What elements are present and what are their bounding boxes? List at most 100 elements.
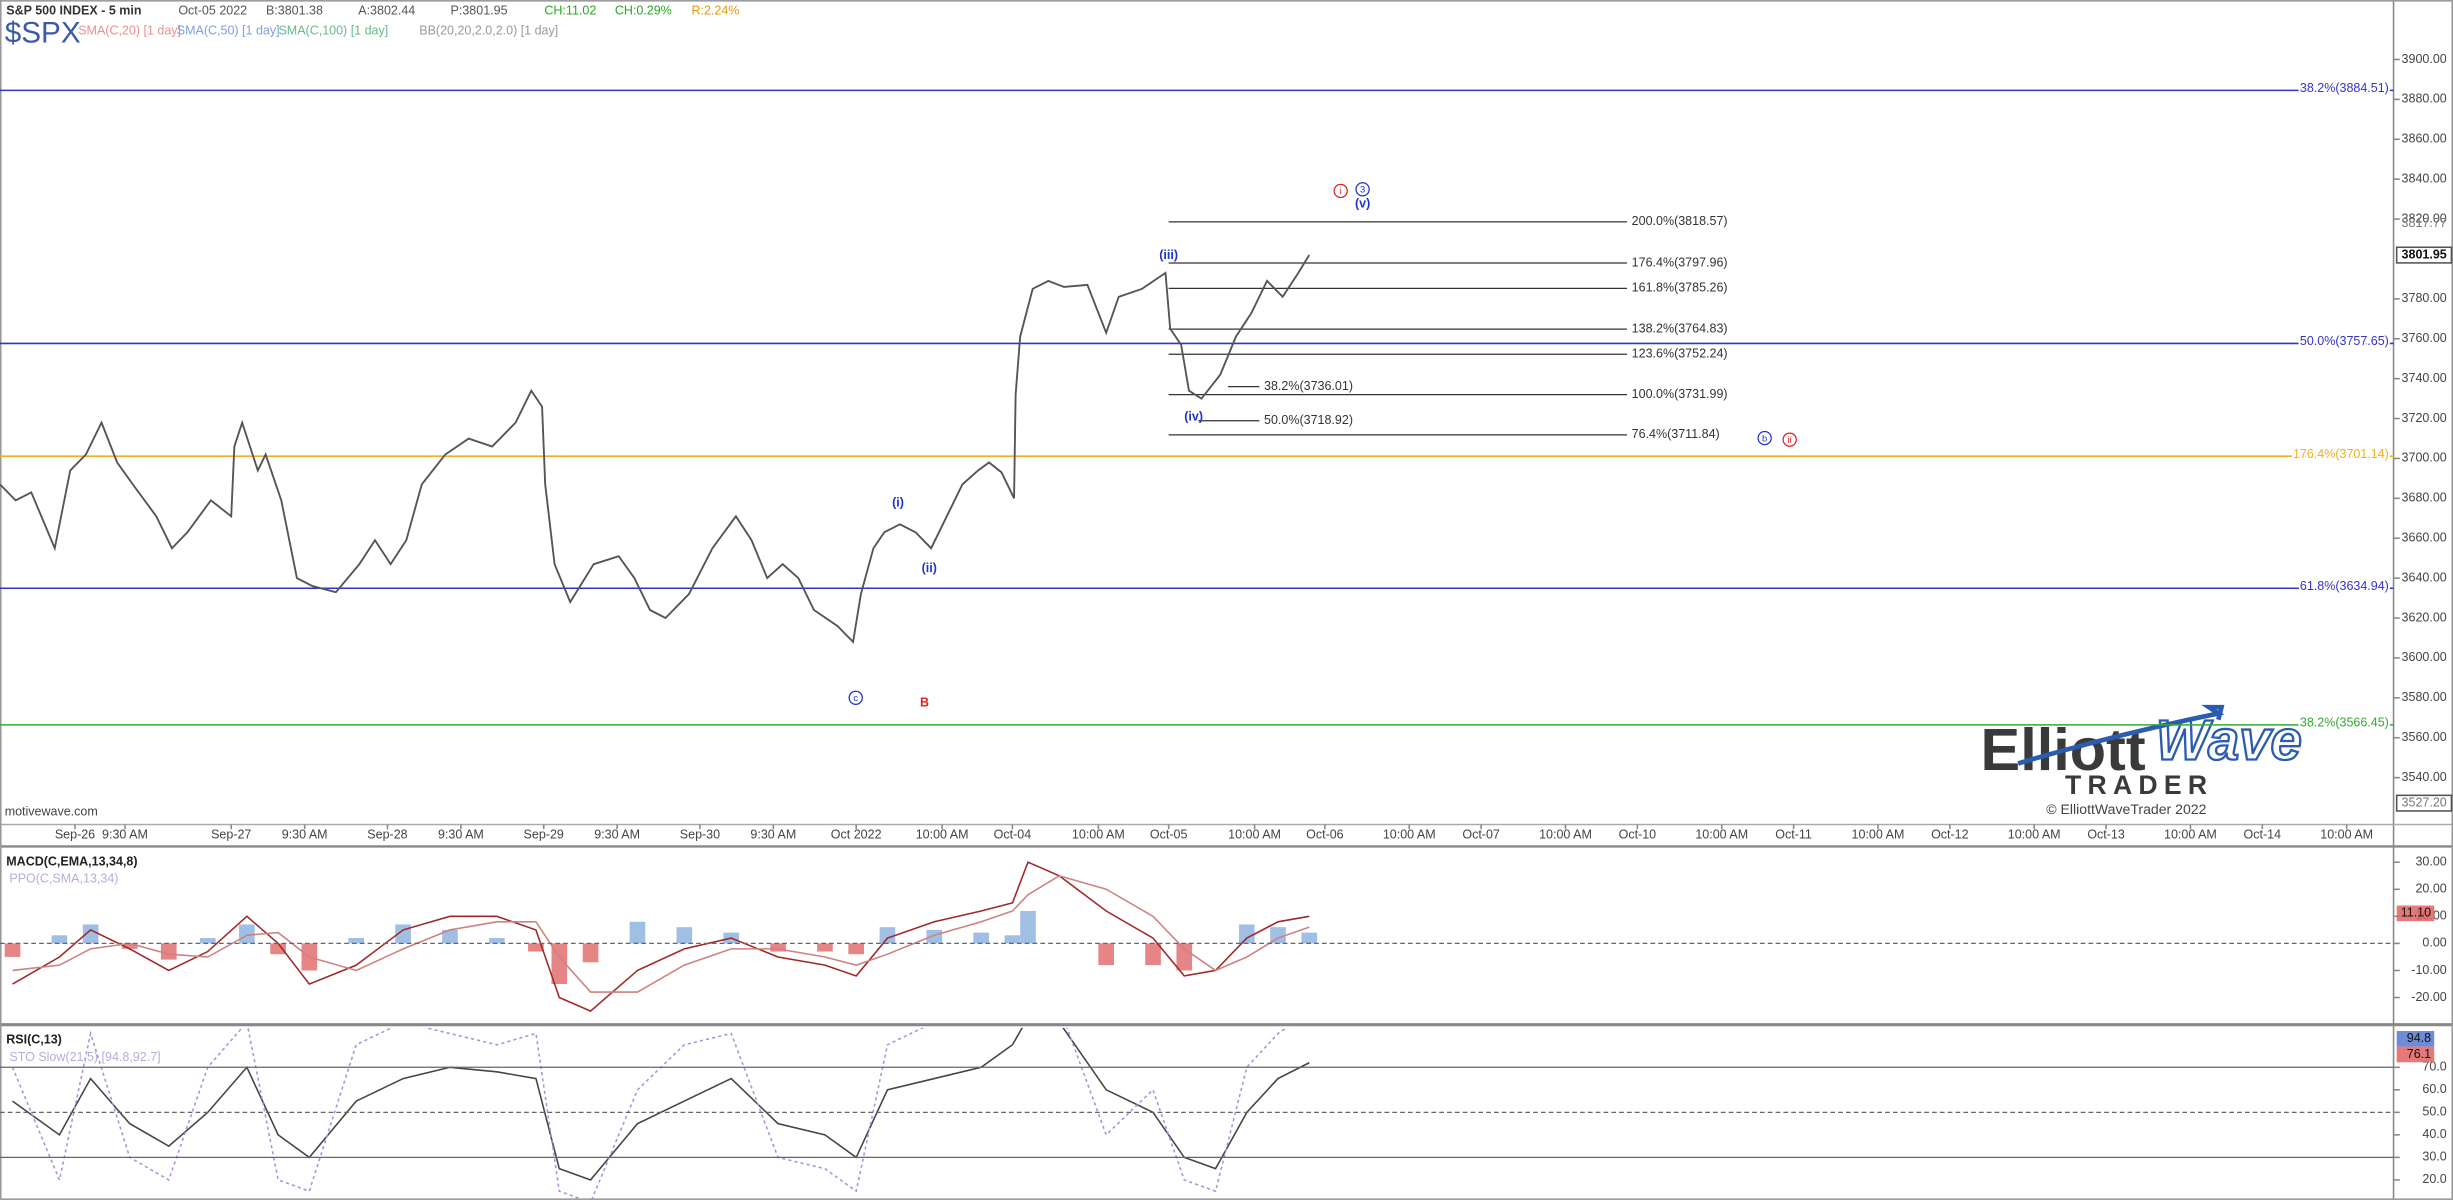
x-tick-label: Oct-11 [1775, 828, 1812, 842]
histogram-bar [1176, 943, 1193, 971]
wave-label: (i) [892, 495, 904, 509]
histogram-bar [817, 943, 833, 952]
y-tick-label: 60.0 [2422, 1082, 2446, 1096]
histogram-bar [879, 927, 896, 944]
x-tick-label: Oct-13 [2087, 828, 2125, 842]
header-item: Oct-05 2022 [178, 3, 247, 17]
y-tick-label: 3560.00 [2402, 730, 2447, 744]
header-item: CH:11.02 [544, 3, 596, 17]
price-box [2395, 794, 2453, 812]
x-tick-label: 10:00 AM [916, 828, 969, 842]
y-tick-label: 3720.00 [2402, 411, 2447, 425]
x-tick-label: Oct-04 [994, 828, 1032, 842]
wave-circle [1757, 430, 1772, 446]
x-tick-label: 9:30 AM [102, 828, 148, 842]
wave-label: (v) [1355, 197, 1370, 211]
histogram-bar [51, 935, 68, 944]
histogram-bar [528, 943, 544, 952]
y-tick-label: 3600.00 [2402, 650, 2447, 664]
indicator-line [12, 1027, 1310, 1181]
x-tick-label: 10:00 AM [2320, 828, 2373, 842]
histogram-bar [973, 932, 989, 944]
pane-title: MACD(C,EMA,13,34,8) [6, 854, 137, 868]
wave-label: i [1340, 186, 1342, 196]
price-box [2395, 246, 2453, 264]
wave-label: ii [1788, 435, 1792, 445]
histogram-bar [551, 943, 568, 984]
histogram-bar [270, 943, 286, 955]
histogram-bar [1238, 924, 1255, 944]
price-label: 3801.95 [2402, 247, 2447, 261]
level-label: 176.4%(3701.14) [2293, 447, 2389, 461]
histogram-bar [1004, 935, 1021, 944]
logo: Elliott Wave TRADER © ElliottWaveTrader … [1981, 704, 2303, 817]
fib-label: 100.0%(3731.99) [1632, 387, 1728, 401]
fib-label: 161.8%(3785.26) [1632, 281, 1728, 295]
value-box [2396, 1046, 2435, 1063]
logo-copyright: © ElliottWaveTrader 2022 [2046, 801, 2206, 817]
header-item: P:3801.95 [451, 3, 508, 17]
y-tick-label: 30.00 [2415, 855, 2446, 869]
fib-label: 38.2%(3736.01) [1264, 379, 1353, 393]
y-tick-label: 3700.00 [2402, 451, 2447, 465]
header-item: B:3801.38 [266, 3, 323, 17]
x-tick-label: 10:00 AM [1228, 828, 1281, 842]
indicator-plot [4, 861, 1318, 1013]
watermark: motivewave.com [5, 804, 98, 818]
y-tick-label: 3580.00 [2402, 690, 2447, 704]
y-tick-label: 0.00 [2422, 936, 2446, 950]
price-line [0, 254, 1311, 644]
x-tick-label: 9:30 AM [438, 828, 484, 842]
wave-label: (iii) [1159, 248, 1178, 262]
histogram-bar [82, 924, 99, 944]
x-tick-label: Sep-26 [55, 828, 95, 842]
x-tick-label: Oct 2022 [831, 828, 882, 842]
y-tick-label: -10.00 [2411, 963, 2446, 977]
logo-swoosh [2017, 704, 2225, 766]
x-tick-label: Oct-05 [1150, 828, 1188, 842]
price-label: 3817.77 [2402, 216, 2447, 230]
y-tick-label: 3740.00 [2402, 371, 2447, 385]
y-tick-label: 3860.00 [2402, 132, 2447, 146]
fib-label: 123.6%(3752.24) [1632, 347, 1728, 361]
wave-label: (ii) [922, 561, 937, 575]
y-tick-label: 40.0 [2422, 1127, 2446, 1141]
x-tick-label: Sep-29 [524, 828, 564, 842]
histogram-bar [848, 943, 865, 955]
histogram-bar [1020, 910, 1036, 944]
histogram-bar [1098, 943, 1114, 966]
fib-label: 50.0%(3718.92) [1264, 413, 1353, 427]
histogram-bar [199, 938, 216, 944]
header-item: A:3802.44 [358, 3, 415, 17]
histogram-bar [442, 929, 458, 944]
wave-circle [1355, 182, 1370, 197]
y-tick-label: 3540.00 [2402, 770, 2447, 784]
y-tick-label: 3640.00 [2402, 570, 2447, 584]
histogram-bar [489, 938, 505, 944]
value-box-label: 76.1 [2407, 1047, 2431, 1061]
wave-label: b [1762, 433, 1767, 443]
value-box-label: 11.10 [2401, 906, 2431, 920]
pane-subtitle: STO Slow(21,5) [94.8,92.7] [9, 1050, 160, 1064]
histogram-bar [926, 929, 943, 944]
pane-title: RSI(C,13) [6, 1033, 62, 1047]
level-label: 61.8%(3634.94) [2300, 579, 2389, 593]
value-box [2396, 905, 2435, 922]
y-tick-label: 30.0 [2422, 1150, 2446, 1164]
value-box-label: 94.8 [2407, 1031, 2431, 1045]
histogram-bar [1270, 927, 1286, 944]
level-label: 38.2%(3884.51) [2300, 81, 2389, 95]
x-tick-label: 9:30 AM [282, 828, 328, 842]
wave-label: B [920, 696, 929, 710]
y-tick-label: 3880.00 [2402, 92, 2447, 106]
histogram-bar [1145, 943, 1161, 966]
x-tick-label: Oct-10 [1619, 828, 1657, 842]
y-tick-label: 20.0 [2422, 1172, 2446, 1186]
wave-circle [848, 690, 863, 705]
fib-label: 138.2%(3764.83) [1632, 321, 1728, 335]
y-tick-label: 3620.00 [2402, 610, 2447, 624]
y-tick-label: 3680.00 [2402, 491, 2447, 505]
x-tick-label: Oct-06 [1306, 828, 1344, 842]
